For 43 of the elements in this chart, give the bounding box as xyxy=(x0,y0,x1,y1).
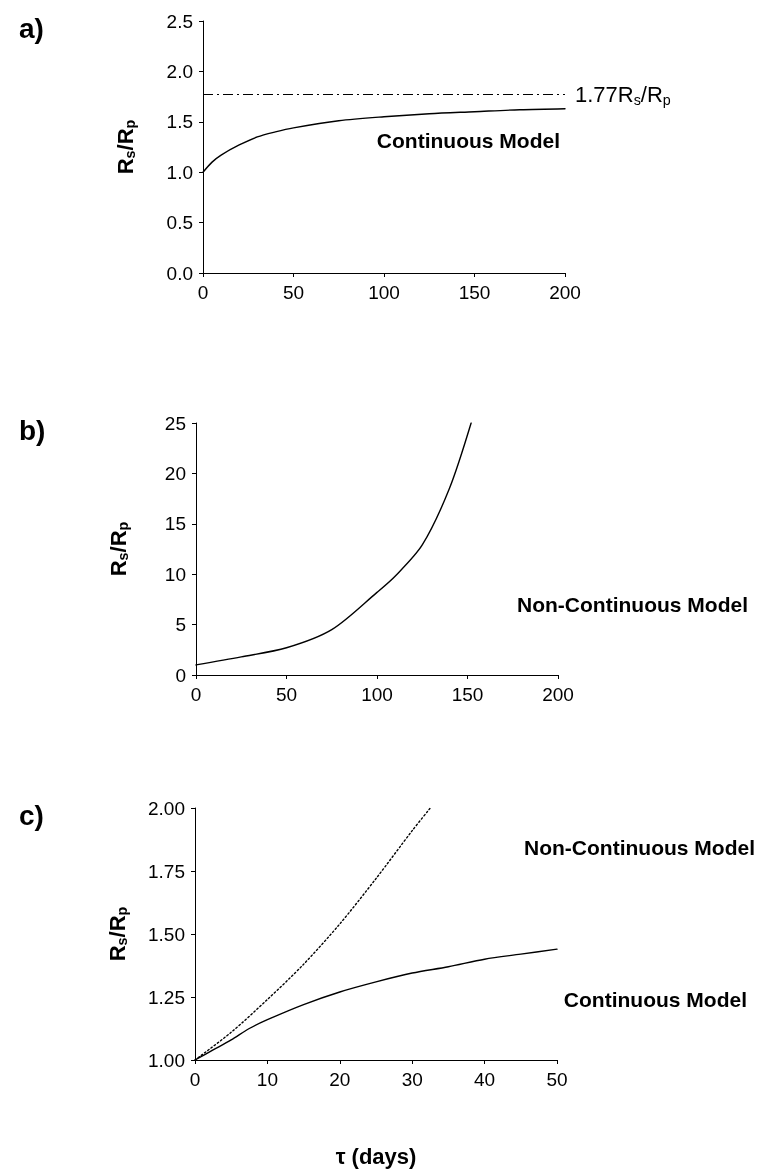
y-tick-label: 1.0 xyxy=(166,161,193,183)
y-tick-label: 1.5 xyxy=(166,111,193,133)
y-tick-label: 20 xyxy=(164,462,186,484)
x-tick-label: 40 xyxy=(474,1069,496,1090)
series-label: Continuous Model xyxy=(376,129,561,152)
x-tick-label: 150 xyxy=(451,684,484,705)
x-tick-label: 0 xyxy=(197,282,209,303)
x-tick-label: 200 xyxy=(542,684,574,705)
text: Non-Continuous Model xyxy=(517,593,748,616)
series-label: Continuous Model xyxy=(563,988,748,1011)
x-axis-title: τ (days) xyxy=(335,1143,417,1169)
y-tick-label: 5 xyxy=(175,614,186,636)
ref-line-label: 1.77Rs/Rp xyxy=(575,82,671,108)
text: Non-Continuous Model xyxy=(524,836,755,859)
chart-title: b) xyxy=(19,414,46,446)
chart-title: a) xyxy=(19,12,44,44)
x-tick-label: 150 xyxy=(458,282,491,303)
y-tick-label: 1.75 xyxy=(148,860,185,882)
x-tick-label: 100 xyxy=(361,684,393,705)
y-tick-label: 10 xyxy=(164,563,186,585)
y-tick-label: 1.00 xyxy=(148,1049,185,1071)
x-tick-label: 20 xyxy=(329,1069,351,1090)
x-tick-label: 200 xyxy=(549,282,581,303)
x-tick-label: 50 xyxy=(282,282,305,303)
y-tick-label: 25 xyxy=(164,412,186,434)
y-tick-label: 2.00 xyxy=(148,797,185,819)
y-tick-label: 2.0 xyxy=(166,60,193,82)
x-tick-label: 50 xyxy=(275,684,298,705)
y-tick-label: 15 xyxy=(164,513,186,535)
chart-title: c) xyxy=(19,799,44,831)
y-tick-label: 2.5 xyxy=(166,10,193,32)
y-tick-label: 0.5 xyxy=(166,212,193,234)
y-tick-label: 1.25 xyxy=(148,986,185,1008)
y-tick-label: 0 xyxy=(175,664,186,686)
y-axis-title: Rs/Rp xyxy=(112,119,138,175)
y-tick-label: 0.0 xyxy=(166,262,193,284)
x-tick-label: 10 xyxy=(256,1069,278,1090)
y-tick-label: 1.50 xyxy=(148,923,185,945)
y-axis-title: Rs/Rp xyxy=(104,906,130,962)
y-axis-title: Rs/Rp xyxy=(105,521,131,577)
x-tick-label: 100 xyxy=(368,282,400,303)
x-tick-label: 50 xyxy=(546,1069,568,1090)
x-tick-label: 30 xyxy=(401,1069,423,1090)
